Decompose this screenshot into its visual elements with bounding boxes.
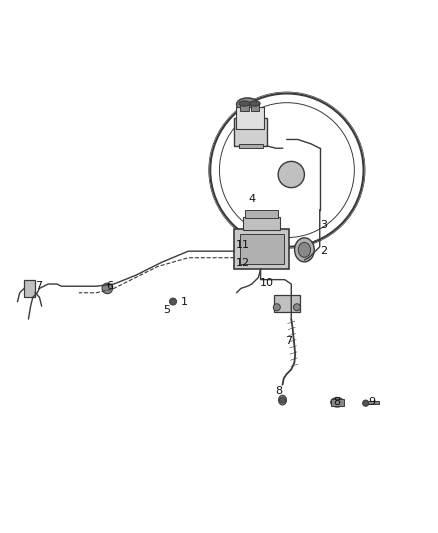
Circle shape bbox=[102, 283, 113, 294]
Text: 3: 3 bbox=[321, 220, 328, 230]
Bar bbox=[234, 229, 289, 269]
Circle shape bbox=[273, 304, 280, 311]
Circle shape bbox=[293, 304, 300, 311]
Bar bbox=[236, 107, 264, 128]
Bar bbox=[243, 217, 280, 230]
Ellipse shape bbox=[237, 98, 258, 111]
Ellipse shape bbox=[279, 395, 286, 405]
Bar bbox=[274, 295, 300, 312]
Text: 4: 4 bbox=[248, 193, 255, 204]
Bar bbox=[240, 233, 284, 264]
Ellipse shape bbox=[298, 243, 311, 257]
Text: 7: 7 bbox=[286, 336, 293, 346]
Text: 6: 6 bbox=[106, 281, 113, 291]
Ellipse shape bbox=[250, 101, 260, 106]
Text: 8: 8 bbox=[276, 386, 283, 397]
Text: 2: 2 bbox=[321, 246, 328, 256]
Ellipse shape bbox=[294, 238, 314, 262]
Text: 11: 11 bbox=[236, 240, 250, 251]
Bar bbox=[251, 104, 259, 111]
Text: 12: 12 bbox=[236, 258, 250, 268]
Ellipse shape bbox=[363, 400, 369, 406]
Bar bbox=[240, 104, 249, 111]
Text: 7: 7 bbox=[35, 281, 42, 291]
Text: 9: 9 bbox=[369, 397, 376, 407]
Bar bbox=[234, 118, 267, 146]
Ellipse shape bbox=[239, 101, 250, 106]
Bar bbox=[24, 280, 35, 297]
Bar bbox=[245, 209, 278, 219]
Circle shape bbox=[279, 397, 286, 403]
Text: 8: 8 bbox=[334, 397, 341, 407]
Bar bbox=[331, 399, 344, 406]
Text: 10: 10 bbox=[260, 278, 274, 288]
Bar bbox=[368, 401, 379, 405]
Text: 1: 1 bbox=[180, 297, 187, 308]
Circle shape bbox=[278, 161, 304, 188]
Bar bbox=[239, 144, 263, 148]
Circle shape bbox=[170, 298, 177, 305]
Text: 5: 5 bbox=[163, 305, 170, 316]
Ellipse shape bbox=[331, 398, 344, 407]
